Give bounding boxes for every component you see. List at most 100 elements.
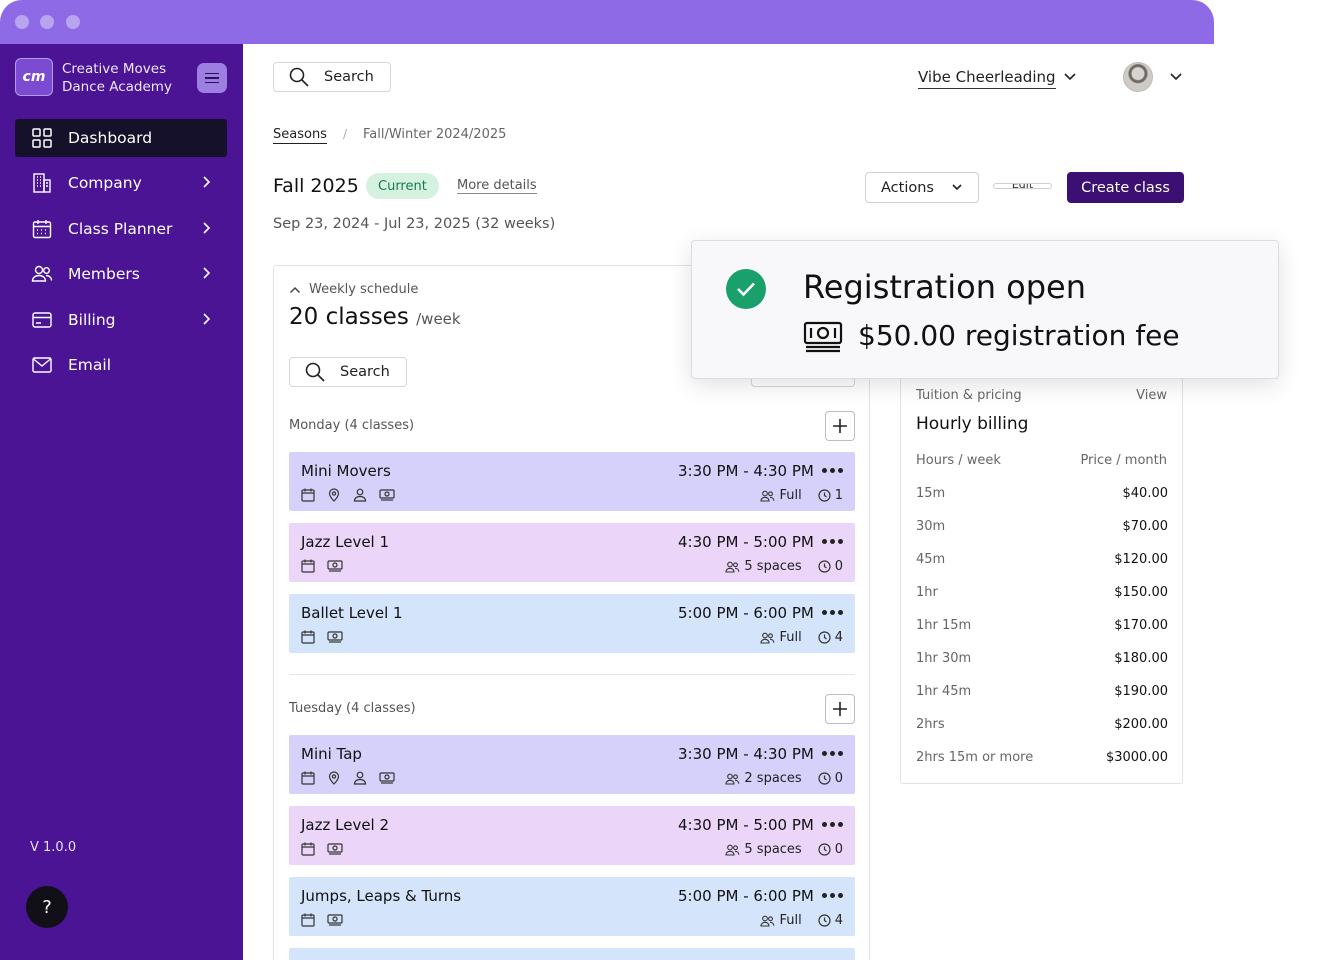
search-placeholder: Search: [324, 69, 374, 85]
sidebar-item-dashboard[interactable]: Dashboard: [15, 119, 227, 157]
pricing-row: 2hrs 15m or more $3000.00: [916, 750, 1168, 765]
schedule-label: Weekly schedule: [309, 282, 419, 297]
pricing-hours: 15m: [916, 486, 946, 501]
sidebar-item-label: Company: [68, 174, 142, 192]
toast-fee: $50.00 registration fee: [858, 319, 1180, 352]
class-time: 3:30 PM - 4:30 PM: [678, 462, 814, 480]
window-close-dot[interactable]: [15, 15, 29, 29]
pricing-price: $170.00: [1114, 618, 1168, 633]
brand-logo: cm: [15, 58, 53, 96]
class-row[interactable]: [289, 948, 855, 960]
plus-icon: [833, 702, 847, 716]
status-badge: Current: [366, 173, 439, 199]
chevron-down-icon[interactable]: [1063, 72, 1077, 82]
schedule-filter-button[interactable]: [751, 373, 855, 387]
help-button[interactable]: ?: [26, 886, 68, 928]
credit-card-icon: [30, 308, 54, 332]
pricing-hours: 1hr 15m: [916, 618, 972, 633]
class-time: 3:30 PM - 4:30 PM: [678, 745, 814, 763]
brand-line-2: Dance Academy: [62, 79, 172, 95]
more-options-icon[interactable]: [822, 751, 843, 756]
class-row[interactable]: Mini Movers 3:30 PM - 4:30 PM Full: [289, 452, 855, 511]
more-details-link[interactable]: More details: [457, 178, 537, 194]
calendar-icon: [301, 559, 315, 573]
class-count: 20 classes /week: [289, 304, 461, 330]
class-name: Ballet Level 1: [301, 604, 403, 622]
users-icon: [760, 915, 775, 927]
plus-icon: [833, 419, 847, 433]
availability: 5 spaces: [725, 559, 802, 574]
class-meta: Full 4: [760, 913, 843, 928]
sidebar-item-company[interactable]: Company: [15, 164, 227, 202]
pricing-row: 1hr $150.00: [916, 585, 1168, 600]
more-options-icon[interactable]: [822, 539, 843, 544]
waitlist-count: 0: [818, 842, 843, 857]
edit-button[interactable]: Edit: [993, 183, 1052, 189]
avatar[interactable]: [1123, 62, 1153, 92]
chevron-down-icon[interactable]: [1169, 72, 1183, 82]
waitlist-count-value: 4: [834, 630, 843, 645]
class-meta: 5 spaces 0: [725, 559, 843, 574]
more-options-icon[interactable]: [822, 610, 843, 615]
class-row[interactable]: Jazz Level 2 4:30 PM - 5:00 PM 5 spaces …: [289, 806, 855, 865]
availability: 5 spaces: [725, 842, 802, 857]
schedule-search-input[interactable]: Search: [289, 357, 407, 387]
pricing-row: 30m $70.00: [916, 519, 1168, 534]
add-class-button[interactable]: [825, 694, 855, 724]
window-maximize-dot[interactable]: [66, 15, 80, 29]
class-row[interactable]: Mini Tap 3:30 PM - 4:30 PM 2 spaces: [289, 735, 855, 794]
class-row[interactable]: Jazz Level 1 4:30 PM - 5:00 PM 5 spaces …: [289, 523, 855, 582]
add-class-button[interactable]: [825, 411, 855, 441]
breadcrumb-seasons[interactable]: Seasons: [273, 127, 327, 144]
waitlist-count: 4: [818, 913, 843, 928]
sidebar-item-email[interactable]: Email: [15, 346, 227, 384]
pricing-row: 45m $120.00: [916, 552, 1168, 567]
breadcrumb-separator: /: [343, 127, 348, 141]
class-row[interactable]: Ballet Level 1 5:00 PM - 6:00 PM Full 4: [289, 594, 855, 653]
tuition-pricing-card: Tuition & pricing View Hourly billing Ho…: [900, 374, 1183, 784]
divider: [289, 674, 855, 675]
class-icons: [301, 488, 395, 502]
class-meta: Full 4: [760, 630, 843, 645]
class-icons: [301, 842, 343, 856]
class-meta: Full 1: [760, 488, 843, 503]
sidebar: cm Creative Moves Dance Academy Dashboar…: [0, 44, 243, 960]
brand-name: Creative Moves Dance Academy: [62, 60, 172, 96]
search-input[interactable]: Search: [273, 62, 391, 92]
search-icon: [289, 67, 309, 87]
more-options-icon[interactable]: [822, 822, 843, 827]
pricing-row: 2hrs $200.00: [916, 717, 1168, 732]
pricing-hours: 1hr: [916, 585, 938, 600]
actions-label: Actions: [881, 179, 934, 196]
brand-line-1: Creative Moves: [62, 61, 167, 77]
sidebar-toggle-button[interactable]: [197, 63, 227, 93]
class-meta: 5 spaces 0: [725, 842, 843, 857]
clock-icon: [818, 914, 831, 927]
clock-icon: [818, 631, 831, 644]
sidebar-item-members[interactable]: Members: [15, 255, 227, 293]
availability-text: 5 spaces: [744, 842, 802, 857]
class-icons: [301, 913, 343, 927]
sidebar-item-billing[interactable]: Billing: [15, 301, 227, 339]
pricing-view-link[interactable]: View: [1136, 388, 1167, 403]
organization-selector[interactable]: Vibe Cheerleading: [918, 68, 1056, 89]
weekly-schedule-card: Weekly schedule 20 classes /week Search …: [273, 265, 870, 960]
pricing-col-hours: Hours / week: [916, 453, 1001, 468]
sidebar-item-label: Billing: [68, 311, 116, 329]
class-icons: [301, 630, 343, 644]
pricing-price: $180.00: [1114, 651, 1168, 666]
sidebar-item-class-planner[interactable]: Class Planner: [15, 210, 227, 248]
more-options-icon[interactable]: [822, 893, 843, 898]
more-options-icon[interactable]: [822, 468, 843, 473]
building-icon: [30, 171, 54, 195]
schedule-collapse-toggle[interactable]: Weekly schedule: [289, 282, 418, 297]
create-class-button[interactable]: Create class: [1067, 172, 1184, 203]
class-row[interactable]: Jumps, Leaps & Turns 5:00 PM - 6:00 PM F…: [289, 877, 855, 936]
pricing-price: $40.00: [1122, 486, 1169, 501]
chevron-right-icon: [203, 313, 211, 325]
search-icon: [305, 362, 325, 382]
class-time: 4:30 PM - 5:00 PM: [678, 533, 814, 551]
waitlist-count: 0: [818, 559, 843, 574]
actions-dropdown[interactable]: Actions: [865, 172, 979, 203]
window-minimize-dot[interactable]: [40, 15, 54, 29]
